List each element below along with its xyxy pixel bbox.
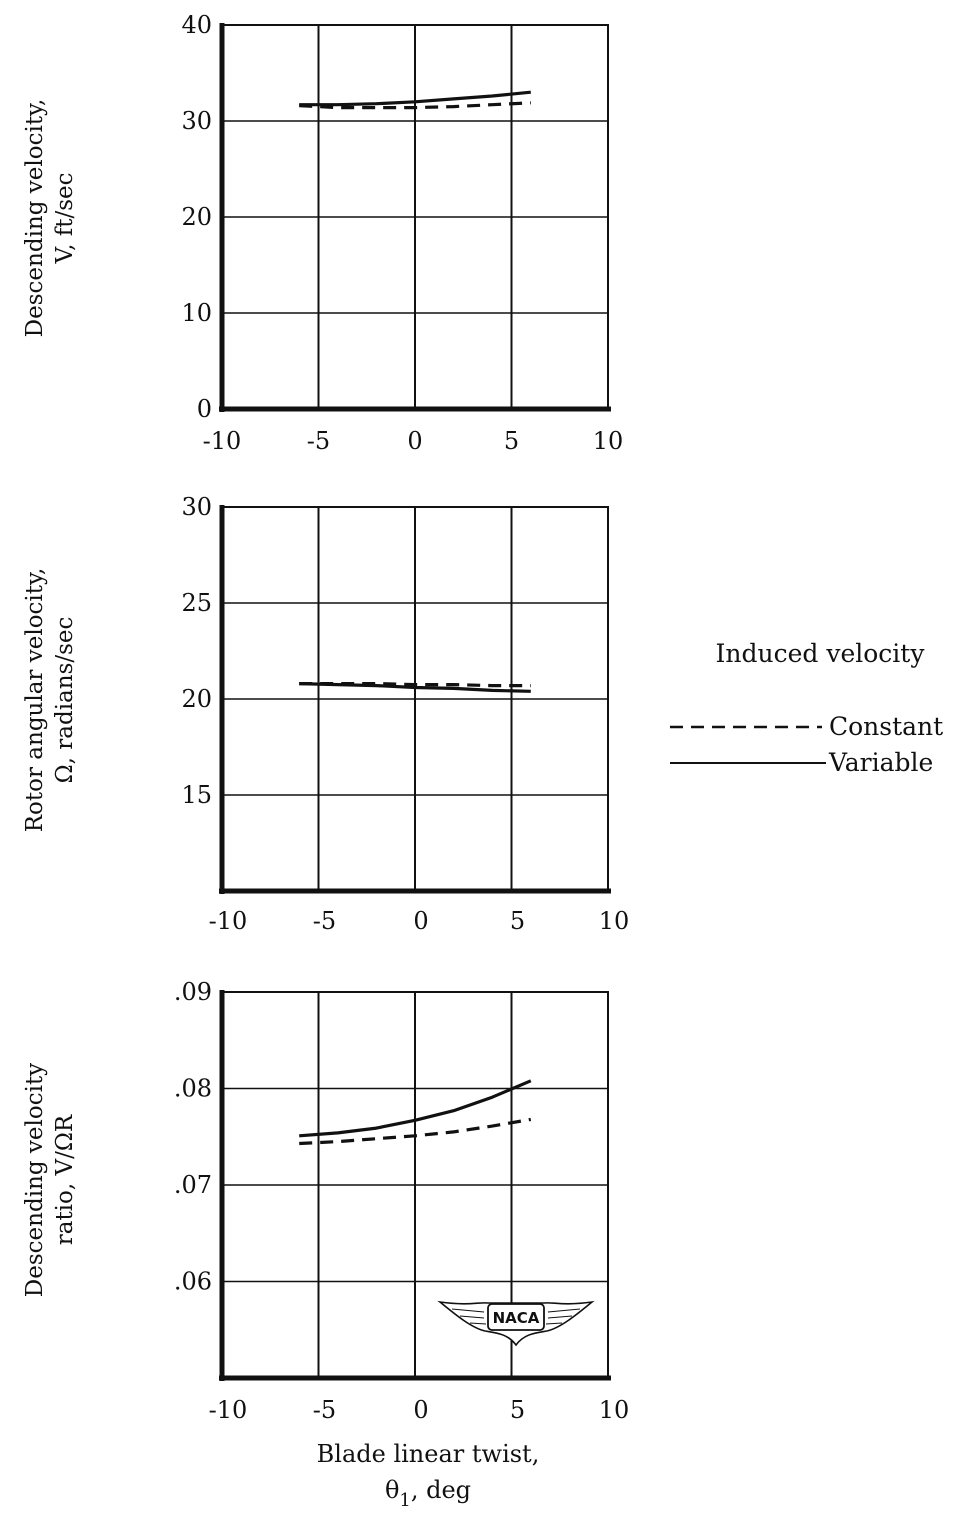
theta-subscript: 1: [399, 1490, 410, 1511]
series-line-variable: [299, 90, 531, 107]
theta-symbol: θ: [385, 1476, 399, 1504]
x-tick-label: 0: [413, 1396, 428, 1424]
y-tick-label: 20: [181, 203, 212, 231]
y-tick-label: 25: [181, 589, 212, 617]
legend-title: Induced velocity: [716, 639, 926, 668]
y-axis-label-line1: Descending velocity: [22, 1063, 48, 1297]
x-tick-label: 5: [510, 907, 525, 935]
y-tick-label: .06: [174, 1268, 212, 1296]
x-tick-label: -5: [307, 427, 330, 455]
naca-wing-feathers: [451, 1308, 581, 1325]
y-tick-label: 30: [181, 107, 212, 135]
legend: Induced velocity Constant Variable: [670, 639, 943, 777]
series-line-variable: [299, 1079, 532, 1138]
series-line-variable: [299, 682, 531, 693]
x-axis-label-line1: Blade linear twist,: [317, 1440, 540, 1468]
series-line-constant: [299, 101, 531, 110]
x-tick-label: -5: [313, 1396, 336, 1424]
x-tick-label: 0: [413, 907, 428, 935]
y-tick-label: .09: [174, 978, 212, 1006]
naca-badge-box: [487, 1303, 545, 1331]
chart-rotor-angular-velocity: Rotor angular velocity, Ω, radians/sec -…: [22, 493, 629, 935]
y-tick-label: 20: [181, 685, 212, 713]
y-tick-label: .08: [174, 1075, 212, 1103]
y-axis-label-line2: Ω, radians/sec: [52, 617, 78, 784]
series-line-constant: [299, 1117, 532, 1146]
x-axis-label-line2: θ1, deg: [385, 1476, 471, 1511]
chart-descending-velocity: Descending velocity, V, ft/sec -10 -5 0 5 10…: [22, 11, 623, 455]
x-tick-label: 10: [593, 427, 624, 455]
x-tick-label: -10: [203, 427, 242, 455]
y-tick-label: 0: [197, 395, 212, 423]
legend-constant-label: Constant: [829, 712, 943, 741]
y-tick-label: 10: [181, 299, 212, 327]
x-tick-label: 5: [504, 427, 519, 455]
legend-variable-label: Variable: [828, 748, 933, 777]
x-tick-label: -5: [313, 907, 336, 935]
x-tick-label: -10: [209, 1396, 248, 1424]
x-tick-label: -10: [209, 907, 248, 935]
x-axis-unit: , deg: [411, 1476, 471, 1504]
y-tick-label: 15: [181, 781, 212, 809]
y-tick-label: 30: [181, 493, 212, 521]
y-axis-label-line1: Descending velocity,: [22, 99, 48, 338]
y-tick-label: 40: [181, 11, 212, 39]
x-tick-label: 5: [510, 1396, 525, 1424]
chart-descending-velocity-ratio: Descending velocity ratio, V/ΩR -10 -5 0 5 1…: [22, 978, 629, 1424]
series-line-constant: [299, 681, 531, 688]
y-axis-label-line2: ratio, V/ΩR: [52, 1114, 78, 1245]
x-tick-label: 0: [407, 427, 422, 455]
y-axis-label-line2: V, ft/sec: [52, 172, 78, 264]
y-tick-label: .07: [174, 1171, 212, 1199]
naca-badge-text: NACA: [493, 1309, 540, 1327]
naca-logo: NACA: [437, 1300, 595, 1347]
y-axis-label-line1: Rotor angular velocity,: [22, 568, 48, 833]
x-tick-label: 10: [599, 1396, 630, 1424]
x-tick-label: 10: [599, 907, 630, 935]
